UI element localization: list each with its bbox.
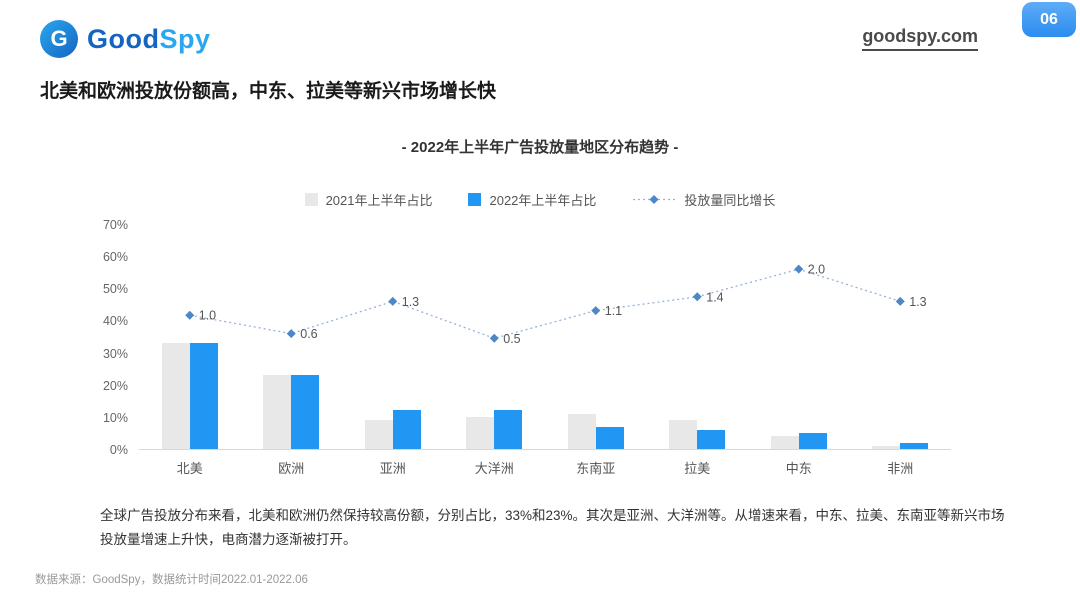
category-label: 亚洲 (379, 461, 406, 476)
bar-2022年上半年占比 (798, 432, 827, 449)
goodspy-logo-icon: G (40, 20, 78, 58)
y-axis-tick: 50% (102, 282, 128, 297)
site-link[interactable]: goodspy.com (862, 26, 978, 51)
data-source-note: 数据来源：GoodSpy，数据统计时间2022.01-2022.06 (35, 574, 308, 586)
bar-2021年上半年占比 (872, 445, 901, 449)
y-axis-tick: 0% (109, 443, 128, 457)
chart-legend: 2021年上半年占比 2022年上半年占比 投放量同比增长 (0, 190, 1080, 209)
y-axis-tick: 60% (102, 250, 128, 265)
bar-2022年上半年占比 (900, 442, 929, 449)
bar-2022年上半年占比 (392, 410, 421, 449)
y-axis-tick: 20% (102, 378, 128, 393)
page-number-badge: 06 (1022, 2, 1076, 37)
legend-item-growth: 投放量同比增长 (632, 190, 775, 209)
bar-2021年上半年占比 (263, 375, 292, 449)
legend-item-2021: 2021年上半年占比 (304, 190, 433, 209)
category-label: 欧洲 (278, 461, 305, 476)
chart-title: - 2022年上半年广告投放量地区分布趋势 - (401, 139, 679, 156)
bar-2021年上半年占比 (161, 342, 190, 449)
logo-text-spy: Spy (159, 23, 211, 54)
category-label: 大洋洲 (474, 461, 514, 476)
bar-chart-plot (139, 225, 951, 450)
x-axis-labels: 北美 欧洲 亚洲 大洋洲 东南亚 拉美 中东 非洲 (139, 458, 951, 478)
chart-description: 全球广告投放分布来看，北美和欧洲仍然保持较高份额，分别占比，33%和23%。其次… (100, 508, 1005, 548)
goodspy-logo-text: GoodSpy (87, 24, 211, 55)
y-axis: 70% 60% 50% 40% 30% 20% 10% 0% (80, 218, 128, 457)
y-axis-tick: 40% (102, 314, 128, 329)
legend-label-2022: 2022年上半年占比 (489, 193, 597, 208)
bar-2021年上半年占比 (669, 420, 698, 449)
logo-text-good: Good (87, 23, 160, 54)
y-axis-tick: 70% (102, 218, 128, 232)
category-label: 非洲 (887, 461, 914, 476)
category-label: 中东 (785, 461, 812, 476)
legend-swatch-2022 (468, 193, 482, 206)
legend-swatch-2021 (304, 193, 318, 206)
bar-2021年上半年占比 (364, 420, 393, 449)
goodspy-logo: G GoodSpy (40, 20, 211, 58)
legend-item-2022: 2022年上半年占比 (468, 190, 596, 209)
category-label: 东南亚 (576, 461, 616, 476)
bar-2021年上半年占比 (466, 416, 495, 449)
y-axis-tick: 10% (102, 410, 128, 425)
bar-2022年上半年占比 (697, 429, 726, 449)
bar-2021年上半年占比 (770, 436, 799, 449)
bar-2022年上半年占比 (494, 410, 523, 449)
bar-2022年上半年占比 (189, 342, 218, 449)
legend-growth-line-icon (633, 195, 676, 204)
bar-2021年上半年占比 (567, 413, 596, 449)
page-title: 北美和欧洲投放份额高，中东、拉美等新兴市场增长快 (40, 81, 497, 102)
category-label: 拉美 (684, 461, 711, 476)
legend-label-2021: 2021年上半年占比 (325, 193, 433, 208)
legend-label-growth: 投放量同比增长 (684, 193, 776, 208)
category-label: 北美 (176, 461, 203, 476)
bar-2022年上半年占比 (595, 426, 624, 449)
bar-2022年上半年占比 (291, 375, 320, 449)
y-axis-tick: 30% (102, 346, 128, 361)
